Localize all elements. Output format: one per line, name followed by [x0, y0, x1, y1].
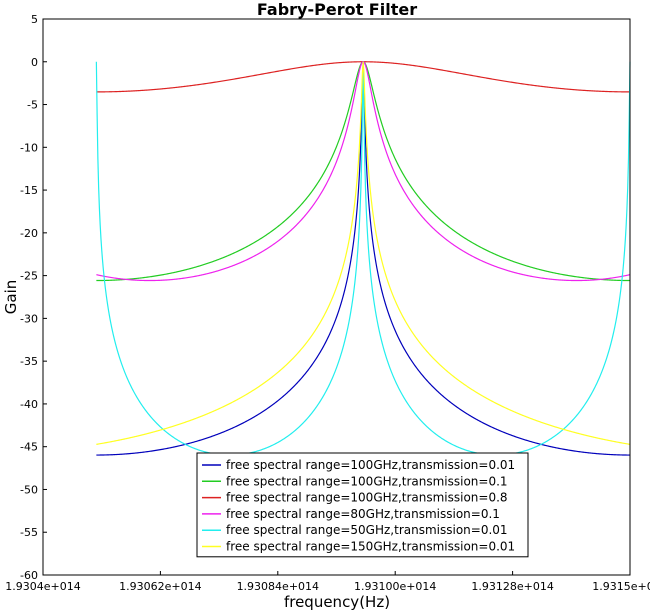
y-tick-label: 0: [31, 56, 38, 69]
legend-box: [196, 452, 529, 558]
x-tick-label: 1.93128e+014: [471, 580, 553, 593]
y-tick-label: -5: [27, 99, 38, 112]
y-tick-label: -25: [20, 270, 38, 283]
x-axis-title: frequency(Hz): [284, 593, 390, 611]
x-tick-label: 1.93084e+014: [237, 580, 319, 593]
y-tick-label: -10: [20, 141, 38, 154]
x-tick-label: 1.9304e+014: [5, 580, 80, 593]
x-tick-label: 1.93100e+014: [354, 580, 436, 593]
x-tick-label: 1.93062e+014: [119, 580, 201, 593]
x-tick-label: 1.9315e+014: [592, 580, 650, 593]
series-line-6: [96, 61, 631, 445]
series-line-5: [95, 61, 631, 456]
x-axis: 1.9304e+014 1.93062e+014 1.93084e+014 1.931…: [5, 571, 650, 593]
y-axis: 5 0 -5 -10 -15 -20 -25 -30 -35 -40 -45 -50 -55 -60: [20, 13, 47, 582]
y-tick-label: 5: [31, 13, 38, 26]
y-axis-title: Gain: [2, 280, 20, 315]
y-tick-label: -35: [20, 355, 38, 368]
legend-label-5: free spectral range=50GHz,transmission=0…: [226, 523, 508, 537]
series-line-1: [96, 61, 630, 456]
y-tick-label: -40: [20, 398, 38, 411]
legend-label-1: free spectral range=100GHz,transmission=…: [226, 458, 515, 472]
legend-label-6: free spectral range=150GHz,transmission=…: [226, 540, 515, 554]
plot-frame: [42, 18, 631, 576]
plot-area: [95, 61, 631, 456]
y-tick-label: -30: [20, 312, 38, 325]
legend: free spectral range=100GHz,transmission=…: [196, 452, 529, 558]
y-tick-label: -55: [20, 526, 38, 539]
y-tick-label: -20: [20, 227, 38, 240]
chart-title: Fabry-Perot Filter: [257, 0, 417, 19]
y-tick-label: -45: [20, 441, 38, 454]
legend-label-3: free spectral range=100GHz,transmission=…: [226, 491, 508, 505]
legend-label-2: free spectral range=100GHz,transmission=…: [226, 474, 508, 488]
y-tick-label: -60: [20, 569, 38, 582]
y-tick-label: -50: [20, 483, 38, 496]
y-tick-label: -15: [20, 184, 38, 197]
legend-label-4: free spectral range=80GHz,transmission=0…: [226, 507, 500, 521]
